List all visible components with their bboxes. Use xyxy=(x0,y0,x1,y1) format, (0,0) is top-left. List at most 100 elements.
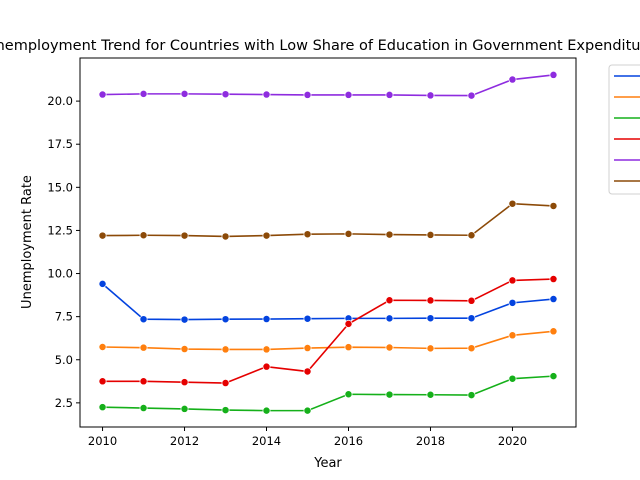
y-tick-label: 20.0 xyxy=(47,94,73,108)
data-point xyxy=(344,90,353,99)
data-point xyxy=(221,406,230,415)
data-point xyxy=(508,374,517,383)
data-point xyxy=(221,379,230,387)
data-point xyxy=(385,343,394,352)
y-tick-label: 10.0 xyxy=(47,267,73,281)
data-point xyxy=(508,199,517,208)
data-point xyxy=(303,344,312,352)
data-point xyxy=(467,231,476,240)
series-4 xyxy=(98,275,558,387)
data-point xyxy=(98,343,107,351)
data-point xyxy=(139,89,148,98)
data-point xyxy=(385,90,394,99)
data-point xyxy=(344,319,353,328)
data-point xyxy=(262,231,271,240)
x-axis-label: Year xyxy=(313,456,342,471)
data-point xyxy=(549,201,558,210)
data-point xyxy=(180,345,189,354)
data-point xyxy=(180,315,189,324)
data-point xyxy=(508,75,517,84)
data-point xyxy=(426,230,435,239)
data-point xyxy=(467,91,476,100)
data-point xyxy=(467,296,476,305)
data-point xyxy=(139,315,148,324)
x-tick-label: 2014 xyxy=(252,434,281,448)
data-point xyxy=(426,91,435,100)
data-point xyxy=(344,229,353,238)
data-point xyxy=(426,296,435,305)
series-line xyxy=(102,283,554,321)
data-point xyxy=(549,275,558,284)
data-point xyxy=(98,90,107,99)
data-point xyxy=(262,406,271,415)
data-point xyxy=(467,391,476,400)
y-axis: 2.5 5.0 7.5 10.0 12.5 15.0 17.5 20.0 xyxy=(47,94,80,410)
x-tick-label: 2020 xyxy=(498,434,527,448)
data-point xyxy=(303,406,312,415)
plot-area xyxy=(98,70,558,415)
data-point xyxy=(221,232,230,241)
y-tick-label: 12.5 xyxy=(47,223,73,237)
data-point xyxy=(303,367,312,376)
data-point xyxy=(508,331,517,340)
data-point xyxy=(139,231,148,240)
data-point xyxy=(385,230,394,239)
data-point xyxy=(180,378,189,387)
y-tick-label: 2.5 xyxy=(55,396,73,410)
data-point xyxy=(98,231,107,240)
data-point xyxy=(262,315,271,324)
legend-box xyxy=(608,64,640,195)
series-line xyxy=(102,74,554,97)
data-point xyxy=(303,230,312,239)
y-axis-label: Unemployment Rate xyxy=(20,175,35,309)
data-point xyxy=(385,314,394,323)
x-tick-label: 2016 xyxy=(334,434,363,448)
data-point xyxy=(221,315,230,324)
data-point xyxy=(549,327,558,336)
data-point xyxy=(262,90,271,99)
data-point xyxy=(508,298,517,307)
data-point xyxy=(426,390,435,399)
data-point xyxy=(262,362,271,371)
data-point xyxy=(139,343,148,352)
data-point xyxy=(98,279,107,288)
x-axis: 2010 2012 2014 2016 2018 2020 xyxy=(88,427,527,448)
legend xyxy=(608,64,640,195)
data-point xyxy=(303,90,312,99)
series-line xyxy=(102,278,554,384)
data-point xyxy=(180,231,189,240)
data-point xyxy=(344,390,353,399)
y-tick-label: 17.5 xyxy=(47,137,73,151)
data-point xyxy=(180,89,189,98)
series-5 xyxy=(98,70,558,100)
data-point xyxy=(426,314,435,323)
y-tick-label: 7.5 xyxy=(55,310,73,324)
data-point xyxy=(508,276,517,285)
data-point xyxy=(98,403,107,412)
data-point xyxy=(467,314,476,323)
x-tick-label: 2012 xyxy=(170,434,199,448)
data-point xyxy=(139,404,148,412)
data-point xyxy=(221,90,230,99)
series-6 xyxy=(98,199,558,241)
data-point xyxy=(426,344,435,353)
data-point xyxy=(262,345,271,354)
series-line xyxy=(102,375,554,412)
data-point xyxy=(385,390,394,399)
data-point xyxy=(549,70,558,79)
data-point xyxy=(549,372,558,381)
data-point xyxy=(221,345,230,354)
data-point xyxy=(467,344,476,353)
data-point xyxy=(549,295,558,304)
data-point xyxy=(344,343,353,352)
plot-frame xyxy=(79,57,577,428)
data-point xyxy=(98,377,107,386)
data-point xyxy=(180,404,189,413)
y-tick-label: 5.0 xyxy=(55,353,73,367)
x-tick-label: 2010 xyxy=(88,434,117,448)
chart-title: Unemployment Trend for Countries with Lo… xyxy=(0,38,640,54)
y-tick-label: 15.0 xyxy=(47,180,73,194)
data-point xyxy=(303,314,312,323)
